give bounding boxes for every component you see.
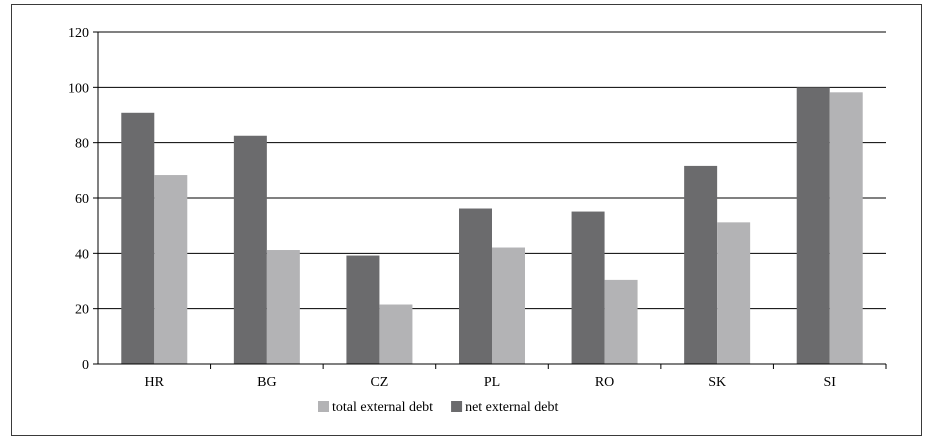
- bar-hr-total-external-debt: [154, 175, 188, 364]
- bar-cz-net-external-debt: [346, 255, 380, 364]
- bar-si-net-external-debt: [796, 87, 830, 364]
- legend-label: total external debt: [332, 400, 433, 415]
- bar-hr-net-external-debt: [121, 112, 155, 364]
- legend: total external debt net external debt: [318, 400, 558, 415]
- y-tick-label: 0: [82, 358, 89, 373]
- x-tick-label: SK: [708, 375, 726, 390]
- y-tick-label: 20: [75, 303, 89, 318]
- legend-swatch: [318, 401, 329, 412]
- bars: [121, 87, 863, 365]
- bar-pl-total-external-debt: [492, 247, 525, 364]
- bar-bg-total-external-debt: [266, 250, 300, 364]
- bar-sk-net-external-debt: [684, 165, 718, 364]
- y-tick-label: 100: [68, 81, 89, 96]
- bar-bg-net-external-debt: [233, 135, 267, 364]
- legend-label: net external debt: [465, 400, 558, 415]
- legend-swatch: [451, 401, 463, 412]
- bar-ro-total-external-debt: [604, 279, 638, 364]
- x-tick-label: PL: [484, 375, 500, 390]
- bar-cz-total-external-debt: [379, 304, 413, 364]
- x-tick-label: BG: [257, 375, 276, 390]
- bar-pl-net-external-debt: [459, 208, 492, 364]
- x-tick-label: SI: [823, 375, 836, 390]
- y-tick-label: 80: [75, 137, 89, 152]
- y-tick-label: 60: [75, 192, 89, 207]
- gridlines: [98, 31, 886, 310]
- x-tick-label: CZ: [370, 375, 388, 390]
- bar-si-total-external-debt: [829, 92, 863, 365]
- bar-ro-net-external-debt: [571, 211, 605, 364]
- axes: 0 20 40 60 80 100 120 HR BG CZ PL RO SK SI: [68, 26, 887, 390]
- y-tick-label: 40: [75, 247, 89, 262]
- x-tick-label: HR: [145, 375, 165, 390]
- x-tick-label: RO: [595, 375, 614, 390]
- bar-sk-total-external-debt: [717, 222, 751, 364]
- y-tick-label: 120: [68, 26, 89, 41]
